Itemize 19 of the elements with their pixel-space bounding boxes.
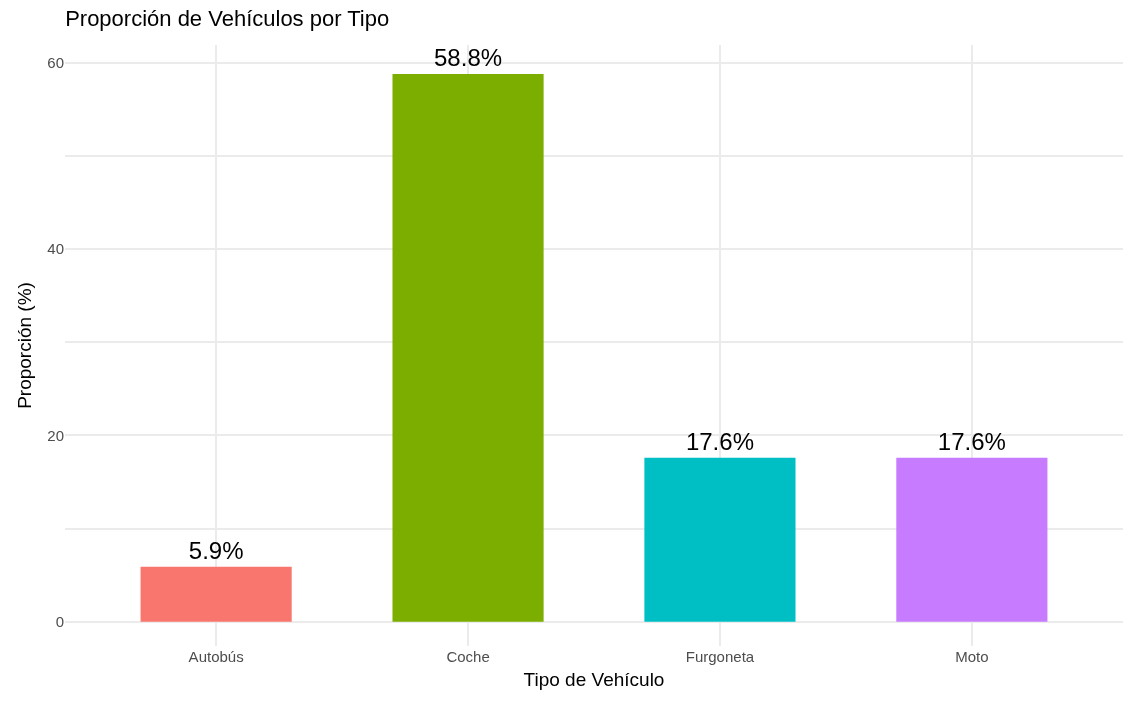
x-tick-label: Autobús [188,648,244,665]
x-tick-label: Moto [955,648,989,665]
data-label: 17.6% [937,427,1006,455]
data-label: 5.9% [188,536,244,564]
x-axis-title: Tipo de Vehículo [523,668,665,690]
y-tick-label: 40 [47,240,64,258]
bar [896,457,1048,622]
x-tick-label: Coche [446,648,490,665]
bar [644,457,796,622]
y-tick-label: 20 [47,426,64,444]
bar [392,73,544,622]
data-label: 58.8% [434,43,503,71]
chart-title: Proporción de Vehículos por Tipo [65,5,390,31]
y-tick-label: 60 [47,53,64,71]
data-label: 17.6% [685,427,754,455]
y-axis-title: Proporción (%) [14,282,36,409]
y-tick-label: 0 [55,613,64,631]
bar [140,566,292,622]
x-tick-label: Furgoneta [685,648,755,665]
